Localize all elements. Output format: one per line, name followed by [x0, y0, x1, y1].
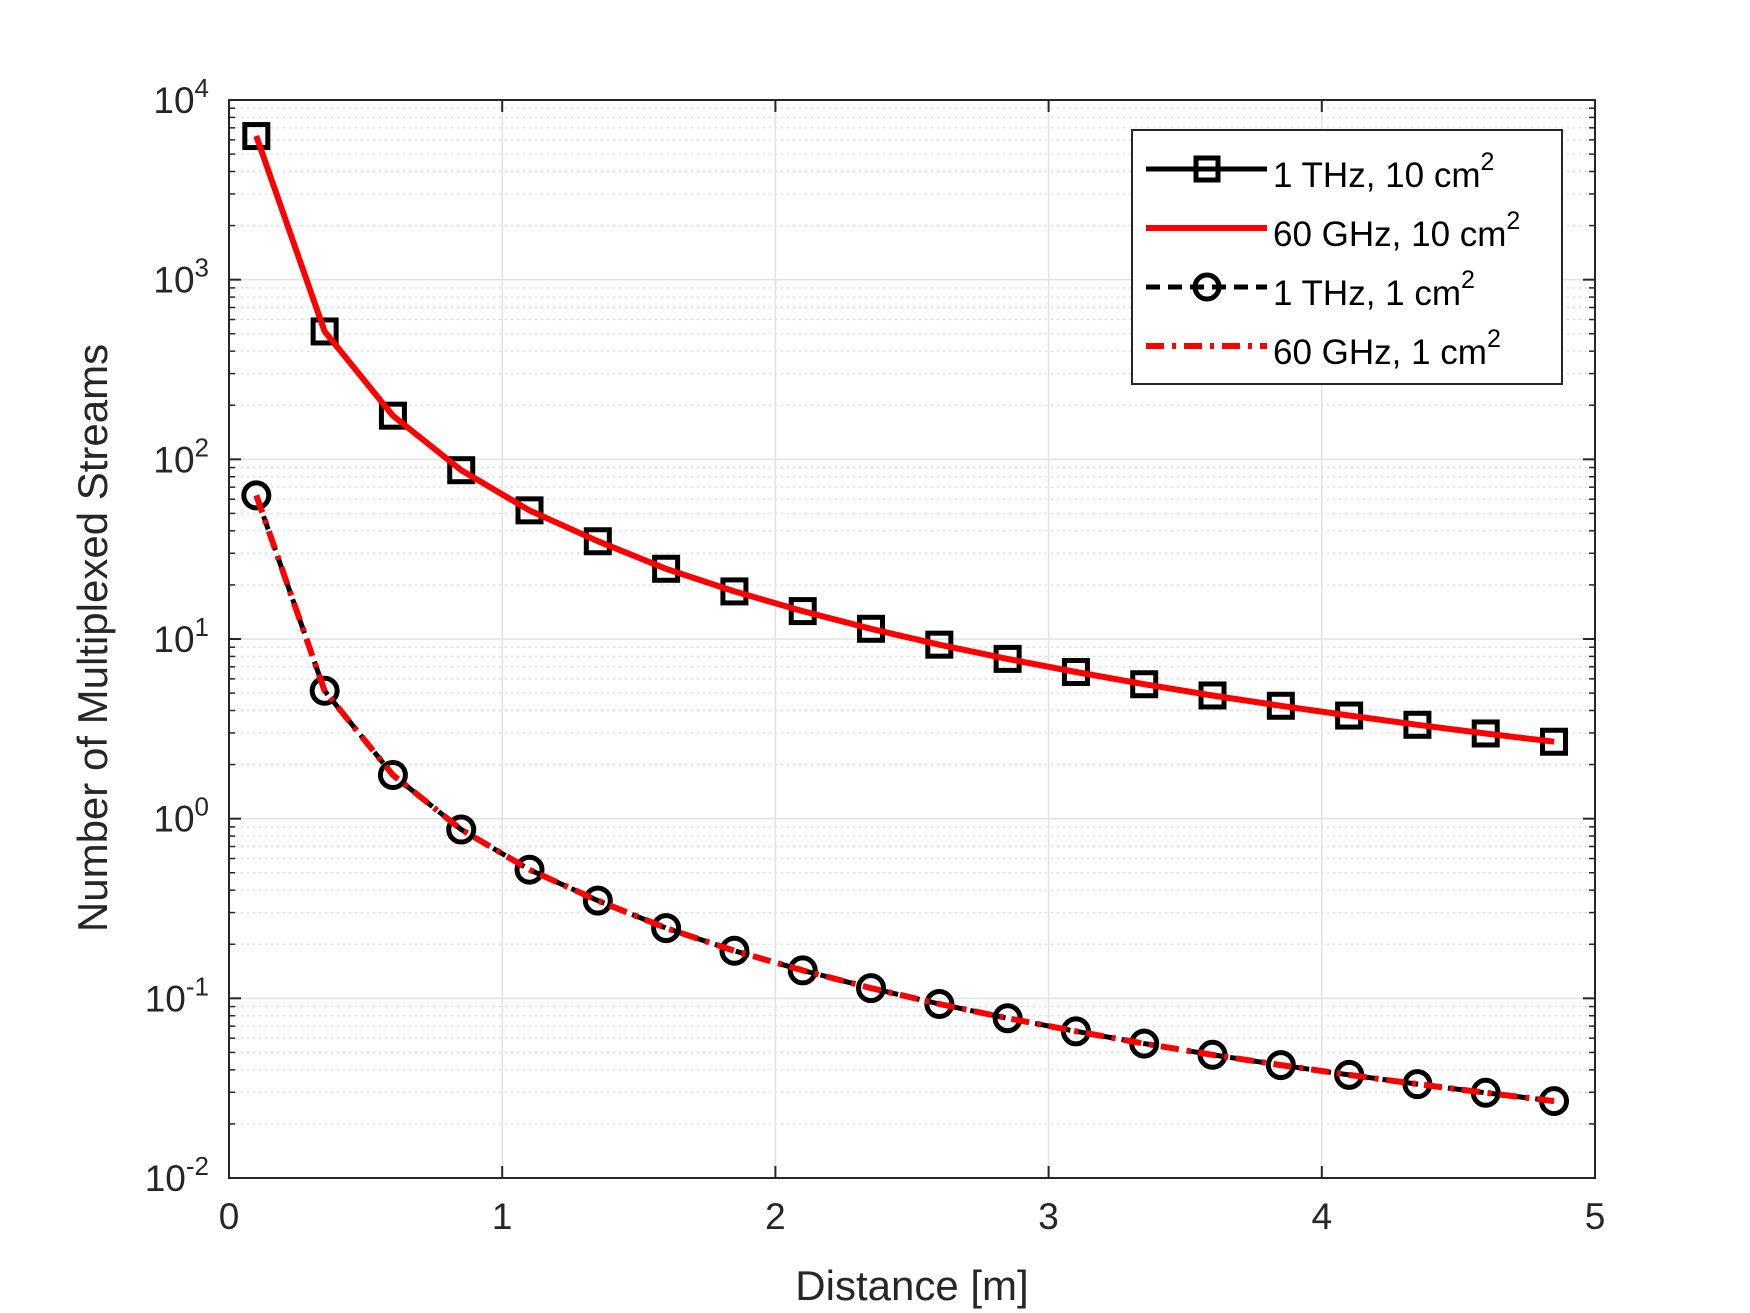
circle-marker [514, 854, 545, 885]
tick-labels: 0 1 2 3 4 5 10-2 10-1 100 101 102 103 104 [145, 73, 1606, 1237]
y-tick-label: 104 [153, 73, 209, 121]
square-marker [652, 554, 681, 583]
series-overlay-4 [253, 494, 1555, 1104]
square-marker [515, 496, 544, 525]
series-overlay-2 [253, 135, 1555, 745]
circle-marker [582, 885, 613, 916]
x-tick-label: 5 [1585, 1196, 1606, 1237]
circle-marker [719, 935, 750, 966]
y-tick-label: 10-2 [145, 1151, 209, 1199]
legend-square-marker [1193, 155, 1221, 183]
axes [228, 99, 1596, 1179]
square-marker [242, 122, 271, 151]
y-tick-label: 100 [153, 792, 209, 840]
y-tick-label: 101 [153, 612, 209, 660]
circle-marker [377, 760, 408, 791]
x-tick-label: 0 [219, 1196, 240, 1237]
circle-marker [651, 913, 682, 944]
x-tick-label: 2 [765, 1196, 786, 1237]
legend-circle-marker [1192, 272, 1222, 302]
legend-label-1: 1 THz, 10 cm2 [1273, 148, 1494, 195]
circle-marker [787, 955, 818, 986]
y-axis-title: Number of Multiplexed Streams [69, 344, 116, 932]
square-marker [720, 577, 749, 606]
circle-marker [446, 814, 477, 845]
circle-marker [309, 675, 340, 706]
x-tick-label: 1 [492, 1196, 513, 1237]
legend-label-4: 60 GHz, 1 cm2 [1273, 325, 1501, 372]
y-tick-label: 10-1 [145, 971, 209, 1019]
circle-marker [856, 973, 887, 1004]
series-layer [241, 122, 1570, 1117]
y-tick-label: 102 [153, 432, 209, 480]
square-marker [447, 456, 476, 485]
legend-box [1131, 129, 1563, 385]
circle-marker [1265, 1050, 1296, 1081]
legend: 1 THz, 10 cm2 60 GHz, 10 cm2 1 THz, 1 cm2 6… [1131, 129, 1563, 385]
square-marker [378, 401, 407, 430]
square-marker [310, 317, 339, 346]
legend-label-3: 1 THz, 1 cm2 [1273, 266, 1475, 313]
x-tick-label: 3 [1038, 1196, 1059, 1237]
x-tick-label: 4 [1312, 1196, 1333, 1237]
legend-label-2: 60 GHz, 10 cm2 [1273, 207, 1520, 254]
x-axis-title: Distance [m] [795, 1262, 1028, 1309]
y-tick-label: 103 [153, 253, 209, 301]
square-marker [583, 527, 612, 556]
circle-marker [241, 480, 272, 511]
